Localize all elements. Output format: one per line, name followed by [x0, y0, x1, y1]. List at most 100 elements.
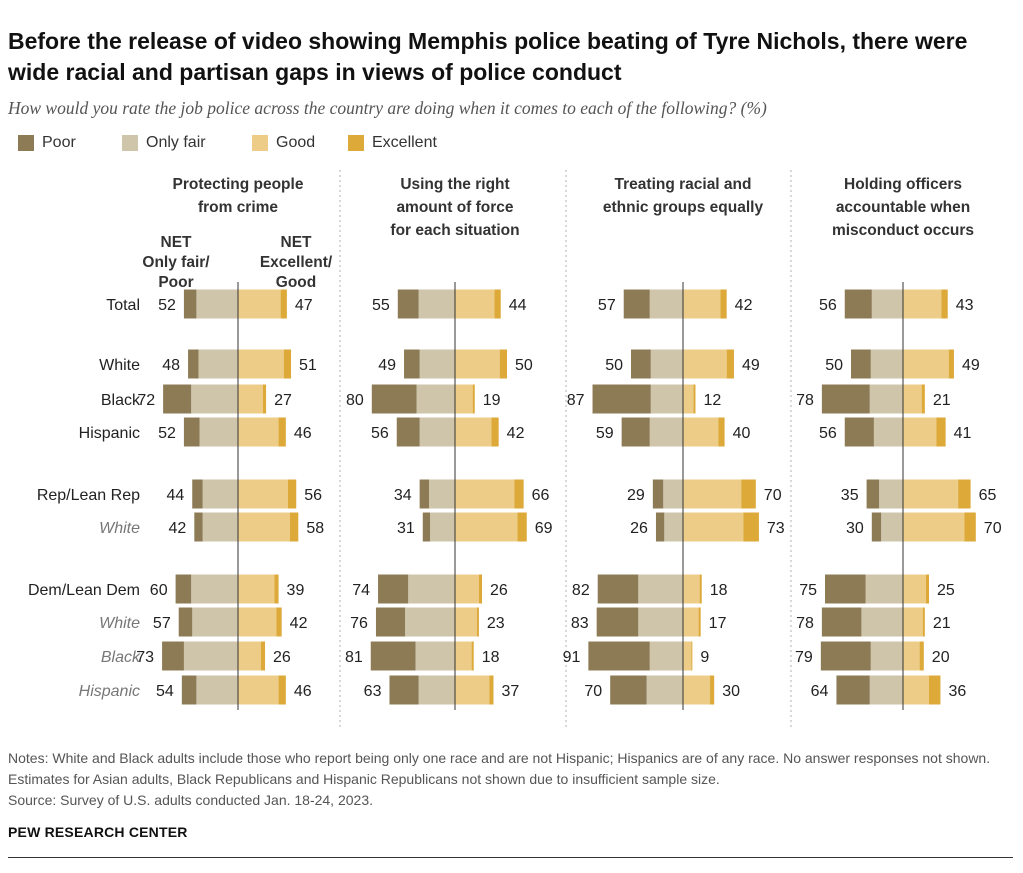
- net-positive-header-line: Good: [276, 274, 316, 291]
- panel-3-hispanic-good-bar: [683, 417, 719, 447]
- panel-1-dem-white-excellent-bar: [276, 607, 282, 637]
- panel-3-black-good-bar: [683, 384, 694, 414]
- net-positive-header-line: Excellent/: [260, 254, 333, 271]
- panel-2-dem-white-good-bar: [455, 607, 477, 637]
- panel-1-dem-white-only-fair-bar: [192, 607, 238, 637]
- panel-4-dem-black-only-fair-bar: [870, 641, 903, 671]
- panel-3-dem-hispanic-excellent-bar: [710, 675, 715, 705]
- panel-2-black-excellent-bar: [472, 384, 475, 414]
- panel-3-dem-white-good-bar: [683, 607, 699, 637]
- panel-1-dem-lean-dem-poor-bar: [175, 574, 192, 604]
- panel-4-dem-hispanic-good-bar: [903, 675, 929, 705]
- panel-2-black-net-positive-label: 19: [483, 392, 501, 409]
- panel-3-black-net-negative-label: 87: [567, 392, 585, 409]
- row-label-hispanic: Hispanic: [79, 425, 140, 442]
- panel-4-title-line: Holding officers: [844, 176, 962, 193]
- panel-3-rep-lean-rep-poor-bar: [652, 479, 664, 509]
- panel-3-white-only-fair-bar: [650, 349, 683, 379]
- panel-3-black-poor-bar: [592, 384, 651, 414]
- panel-4-dem-lean-dem-only-fair-bar: [865, 574, 903, 604]
- panel-4-rep-lean-rep-net-positive-label: 65: [979, 487, 997, 504]
- panel-3-dem-black-excellent-bar: [691, 641, 693, 671]
- panel-4-rep-white-only-fair-bar: [881, 512, 903, 542]
- panel-2-total-poor-bar: [397, 289, 419, 319]
- panel-1-white-net-negative-label: 48: [162, 357, 180, 374]
- panel-1-dem-white-good-bar: [238, 607, 277, 637]
- panel-4-rep-white-net-positive-label: 70: [984, 520, 1002, 537]
- panel-2-dem-white-excellent-bar: [476, 607, 479, 637]
- panel-4-dem-lean-dem-excellent-bar: [925, 574, 929, 604]
- panel-1-total-good-bar: [238, 289, 281, 319]
- panel-2-title-line: Using the right: [400, 176, 509, 193]
- panel-3-dem-lean-dem-net-negative-label: 82: [572, 582, 590, 599]
- panel-2-dem-black-excellent-bar: [471, 641, 474, 671]
- panel-1-black-excellent-bar: [262, 384, 267, 414]
- panel-3-dem-white-net-negative-label: 83: [571, 615, 589, 632]
- panel-1-total-net-negative-label: 52: [158, 297, 176, 314]
- panel-1-dem-white-poor-bar: [178, 607, 193, 637]
- panel-1-rep-white-net-positive-label: 58: [306, 520, 324, 537]
- panel-1-dem-hispanic-excellent-bar: [278, 675, 286, 705]
- panel-4-total-net-positive-label: 43: [956, 297, 974, 314]
- panel-2-white-net-negative-label: 49: [378, 357, 396, 374]
- panel-4-dem-black-poor-bar: [820, 641, 871, 671]
- panel-3-dem-black-good-bar: [683, 641, 692, 671]
- panel-2-dem-lean-dem-poor-bar: [378, 574, 409, 604]
- panel-2-black-poor-bar: [371, 384, 417, 414]
- panel-2-total-net-negative-label: 55: [372, 297, 390, 314]
- panel-4-dem-black-net-negative-label: 79: [795, 649, 813, 666]
- panel-1-rep-white-only-fair-bar: [202, 512, 238, 542]
- panel-4-black-net-negative-label: 78: [796, 392, 814, 409]
- panel-3-rep-lean-rep-net-positive-label: 70: [764, 487, 782, 504]
- panel-3-hispanic-net-positive-label: 40: [733, 425, 751, 442]
- panel-1-total-net-positive-label: 47: [295, 297, 313, 314]
- panel-3-hispanic-poor-bar: [621, 417, 650, 447]
- legend-label-good: Good: [276, 134, 316, 151]
- panel-3-rep-lean-rep-good-bar: [683, 479, 742, 509]
- panel-1-rep-lean-rep-poor-bar: [192, 479, 203, 509]
- panel-3-dem-black-only-fair-bar: [649, 641, 683, 671]
- panel-2-black-good-bar: [455, 384, 473, 414]
- panel-3-white-excellent-bar: [726, 349, 734, 379]
- chart-notes: Notes: White and Black adults include th…: [8, 748, 1013, 811]
- panel-1-total-poor-bar: [183, 289, 197, 319]
- panel-2-rep-white-net-negative-label: 31: [397, 520, 415, 537]
- panel-3-white-net-negative-label: 50: [605, 357, 623, 374]
- panel-1-hispanic-good-bar: [238, 417, 279, 447]
- panel-1-white-good-bar: [238, 349, 284, 379]
- panel-1-rep-white-net-negative-label: 42: [169, 520, 187, 537]
- panel-4-hispanic-only-fair-bar: [873, 417, 903, 447]
- panel-2-rep-lean-rep-net-positive-label: 66: [532, 487, 550, 504]
- legend-item-excellent: Excellent: [348, 134, 437, 152]
- panel-3-hispanic-net-negative-label: 59: [596, 425, 614, 442]
- net-negative-header-line: Only fair/: [142, 254, 210, 271]
- panel-3-black-only-fair-bar: [650, 384, 683, 414]
- panel-4-rep-lean-rep-good-bar: [903, 479, 959, 509]
- panel-2-dem-hispanic-good-bar: [455, 675, 490, 705]
- panel-2-dem-hispanic-only-fair-bar: [418, 675, 455, 705]
- panel-2-dem-hispanic-net-negative-label: 63: [364, 683, 382, 700]
- row-label-dem-hispanic: Hispanic: [79, 683, 140, 700]
- panel-2-dem-lean-dem-excellent-bar: [478, 574, 483, 604]
- panel-4-total-excellent-bar: [941, 289, 948, 319]
- panel-3-dem-lean-dem-good-bar: [683, 574, 700, 604]
- panel-4-dem-hispanic-excellent-bar: [929, 675, 941, 705]
- panel-4-dem-white-net-positive-label: 21: [933, 615, 951, 632]
- panel-2-white-only-fair-bar: [419, 349, 455, 379]
- panel-3-total-good-bar: [683, 289, 721, 319]
- panel-2-hispanic-net-negative-label: 56: [371, 425, 389, 442]
- panel-2-black-net-negative-label: 80: [346, 392, 364, 409]
- panel-3-white-good-bar: [683, 349, 727, 379]
- legend-swatch-poor: [18, 135, 34, 151]
- panel-1-dem-black-poor-bar: [162, 641, 184, 671]
- legend-swatch-good: [252, 135, 268, 151]
- panel-4-rep-lean-rep-poor-bar: [866, 479, 880, 509]
- panel-1-black-net-positive-label: 27: [274, 392, 292, 409]
- panel-3-rep-white-net-negative-label: 26: [630, 520, 648, 537]
- panel-1-hispanic-net-negative-label: 52: [158, 425, 176, 442]
- panel-1-rep-lean-rep-net-negative-label: 44: [166, 487, 184, 504]
- panel-4-white-net-negative-label: 50: [825, 357, 843, 374]
- panel-1-black-poor-bar: [163, 384, 192, 414]
- panel-2-rep-white-excellent-bar: [517, 512, 527, 542]
- row-label-dem-black: Black: [101, 649, 141, 666]
